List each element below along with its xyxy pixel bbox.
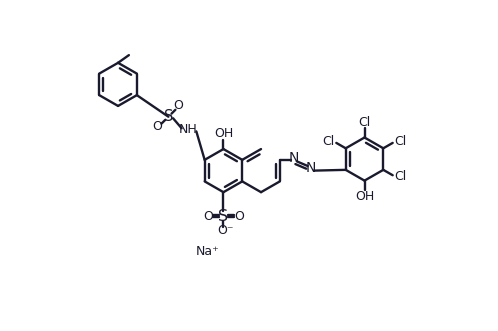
Text: O⁻: O⁻ — [218, 224, 234, 237]
Text: N: N — [306, 161, 316, 174]
Text: NH: NH — [179, 123, 198, 136]
Text: Cl: Cl — [394, 170, 406, 183]
Text: O: O — [173, 99, 183, 113]
Text: Cl: Cl — [394, 135, 406, 148]
Text: O: O — [234, 210, 244, 223]
Text: Cl: Cl — [359, 116, 371, 129]
Text: OH: OH — [214, 127, 233, 140]
Text: OH: OH — [355, 190, 374, 203]
Text: O: O — [153, 120, 162, 133]
Text: S: S — [164, 109, 173, 124]
Text: Na⁺: Na⁺ — [196, 245, 220, 258]
Text: Cl: Cl — [322, 135, 335, 148]
Text: O: O — [203, 210, 213, 223]
Text: S: S — [219, 209, 229, 224]
Text: N: N — [288, 151, 299, 165]
